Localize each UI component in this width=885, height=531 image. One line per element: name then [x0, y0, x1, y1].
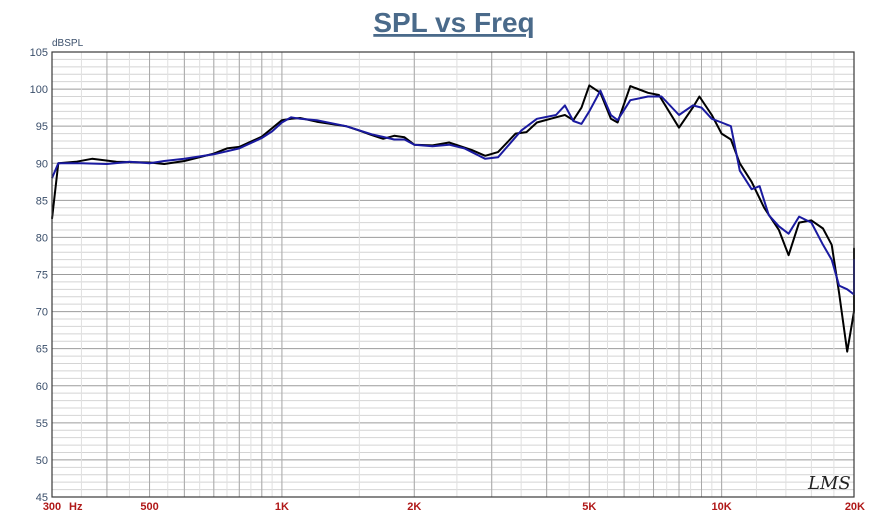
y-tick-label: 90	[36, 158, 48, 170]
series-group	[51, 84, 855, 353]
y-tick-label: 80	[36, 232, 48, 244]
y-tick-label: 100	[30, 84, 48, 96]
x-unit-label: Hz	[69, 501, 83, 513]
y-tick-label: 65	[36, 344, 48, 356]
y-tick-label: 50	[36, 455, 48, 467]
chart-title: SPL vs Freq	[373, 7, 534, 38]
y-tick-label: 60	[36, 381, 48, 393]
y-tick-label: 70	[36, 307, 48, 319]
x-tick-label: 10K	[712, 501, 732, 513]
y-axis-label: dBSPL	[52, 38, 84, 49]
y-tick-label: 45	[36, 492, 48, 504]
x-tick-labels: 300 500 1K 2K 5K 10K 20K	[43, 501, 865, 513]
y-tick-label: 105	[30, 47, 48, 59]
grid	[51, 51, 855, 498]
lms-logo: LMS	[807, 473, 851, 494]
x-tick-label: 2K	[407, 501, 421, 513]
x-tick-label: 5K	[582, 501, 596, 513]
x-tick-label: 500	[140, 501, 158, 513]
plot-frame	[51, 51, 855, 498]
x-tick-label: 300	[43, 501, 61, 513]
x-tick-label: 1K	[275, 501, 289, 513]
y-tick-labels: 45 50 55 60 65 70 75 80 85 90 95 100 105	[30, 47, 48, 504]
series-line-1	[51, 84, 855, 353]
y-tick-label: 75	[36, 270, 48, 282]
y-tick-label: 55	[36, 418, 48, 430]
x-tick-label: 20K	[845, 501, 865, 513]
series-line-2	[51, 89, 855, 296]
y-tick-label: 95	[36, 121, 48, 133]
y-tick-label: 85	[36, 195, 48, 207]
